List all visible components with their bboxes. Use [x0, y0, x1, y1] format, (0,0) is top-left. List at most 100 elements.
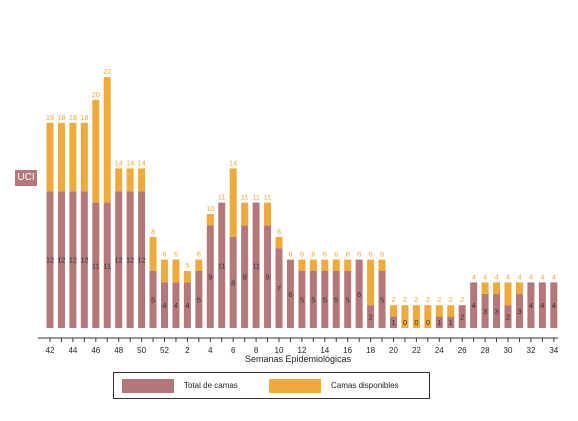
base-label-11: 6: [288, 290, 292, 299]
base-label-43: 12: [57, 256, 65, 265]
base-label-21: 0: [403, 318, 407, 327]
base-label-4: 9: [208, 273, 212, 282]
total-label-26: 2: [460, 295, 464, 304]
bar-total-32: [527, 282, 535, 328]
bar-disponibles-46: [92, 100, 100, 203]
bar-disponibles-51: [149, 236, 157, 271]
base-label-5: 11: [218, 261, 226, 270]
x-tick-label-50: 50: [137, 346, 146, 355]
bar-total-8: [252, 202, 260, 328]
bar-total-49: [126, 191, 134, 328]
bar-disponibles-47: [103, 77, 111, 203]
bar-disponibles-14: [321, 259, 329, 271]
total-label-45: 18: [80, 113, 88, 122]
total-label-7: 11: [241, 193, 249, 202]
base-label-45: 12: [80, 256, 88, 265]
x-tick-label-10: 10: [275, 346, 284, 355]
total-label-11: 6: [288, 250, 292, 259]
bar-total-12: [298, 271, 306, 328]
total-label-6: 14: [229, 158, 237, 167]
base-label-13: 5: [311, 296, 315, 305]
x-tick-label-52: 52: [160, 346, 169, 355]
bar-total-43: [57, 191, 65, 328]
bar-total-52: [161, 282, 168, 328]
bar-total-2: [183, 282, 191, 328]
legend-label-total: Total de camas: [184, 381, 238, 390]
base-label-10: 7: [277, 284, 281, 293]
total-label-19: 6: [380, 250, 384, 259]
base-label-50: 12: [137, 256, 145, 265]
bar-total-42: [46, 191, 54, 328]
x-tick-label-16: 16: [343, 346, 352, 355]
total-label-29: 4: [494, 272, 498, 281]
total-label-22: 2: [414, 295, 418, 304]
total-label-16: 6: [346, 250, 350, 259]
bar-disponibles-28: [481, 282, 489, 294]
bars-layer: 1812181218121812201122111412141214128564…: [46, 67, 558, 328]
base-label-3: 5: [197, 296, 201, 305]
x-tick-label-44: 44: [68, 346, 77, 355]
bar-total-16: [344, 271, 352, 328]
bar-total-48: [115, 191, 123, 328]
bar-total-20: [390, 316, 397, 328]
base-label-47: 11: [103, 261, 111, 270]
bar-total-24: [435, 316, 443, 328]
total-label-18: 6: [369, 250, 373, 259]
total-label-8: 11: [252, 193, 260, 202]
base-label-32: 4: [529, 301, 533, 310]
total-label-32: 4: [529, 272, 533, 281]
base-label-49: 12: [126, 256, 134, 265]
bar-total-33: [538, 282, 546, 328]
bar-disponibles-20: [390, 305, 397, 317]
base-label-31: 3: [517, 307, 521, 316]
x-tick-label-2: 2: [185, 346, 190, 355]
bar-total-11: [286, 259, 294, 328]
bar-disponibles-10: [275, 236, 283, 249]
bar-disponibles-25: [447, 305, 455, 317]
base-label-28: 3: [483, 307, 487, 316]
x-tick-label-22: 22: [412, 346, 421, 355]
bar-disponibles-13: [309, 259, 317, 271]
bar-total-46: [92, 202, 100, 328]
total-label-3: 6: [197, 250, 201, 259]
x-tick-label-26: 26: [458, 346, 467, 355]
base-label-16: 5: [346, 296, 350, 305]
bar-total-10: [275, 248, 283, 328]
x-tick-label-30: 30: [504, 346, 513, 355]
bar-disponibles-30: [504, 282, 512, 306]
total-label-52: 6: [162, 250, 166, 259]
total-label-31: 4: [517, 272, 521, 281]
bar-total-19: [378, 271, 386, 328]
bar-total-1: [172, 282, 180, 328]
uci-tag: UCI: [15, 170, 37, 186]
bar-total-45: [80, 191, 88, 328]
bar-disponibles-49: [126, 168, 134, 192]
base-label-7: 9: [243, 273, 247, 282]
total-label-5: 11: [218, 193, 226, 202]
base-label-1: 4: [174, 301, 178, 310]
base-label-22: 0: [414, 318, 418, 327]
x-tick-label-6: 6: [231, 346, 236, 355]
bar-total-13: [309, 271, 317, 328]
base-label-52: 4: [162, 301, 166, 310]
bar-total-5: [218, 202, 226, 328]
bar-disponibles-50: [138, 168, 146, 192]
bar-total-15: [332, 271, 340, 328]
bar-disponibles-3: [195, 259, 203, 271]
bar-total-47: [103, 202, 111, 328]
bar-disponibles-9: [264, 202, 272, 226]
bar-total-9: [264, 225, 272, 328]
bar-disponibles-2: [183, 271, 191, 283]
x-tick-label-14: 14: [320, 346, 329, 355]
base-label-33: 4: [540, 301, 544, 310]
base-label-27: 4: [472, 301, 476, 310]
bar-disponibles-15: [332, 259, 340, 271]
base-label-26: 2: [460, 313, 464, 322]
bar-disponibles-48: [115, 168, 123, 192]
bar-disponibles-21: [401, 305, 409, 328]
total-label-48: 14: [115, 158, 123, 167]
bar-disponibles-43: [57, 122, 65, 192]
base-label-46: 11: [92, 261, 100, 270]
bar-total-6: [229, 236, 237, 328]
